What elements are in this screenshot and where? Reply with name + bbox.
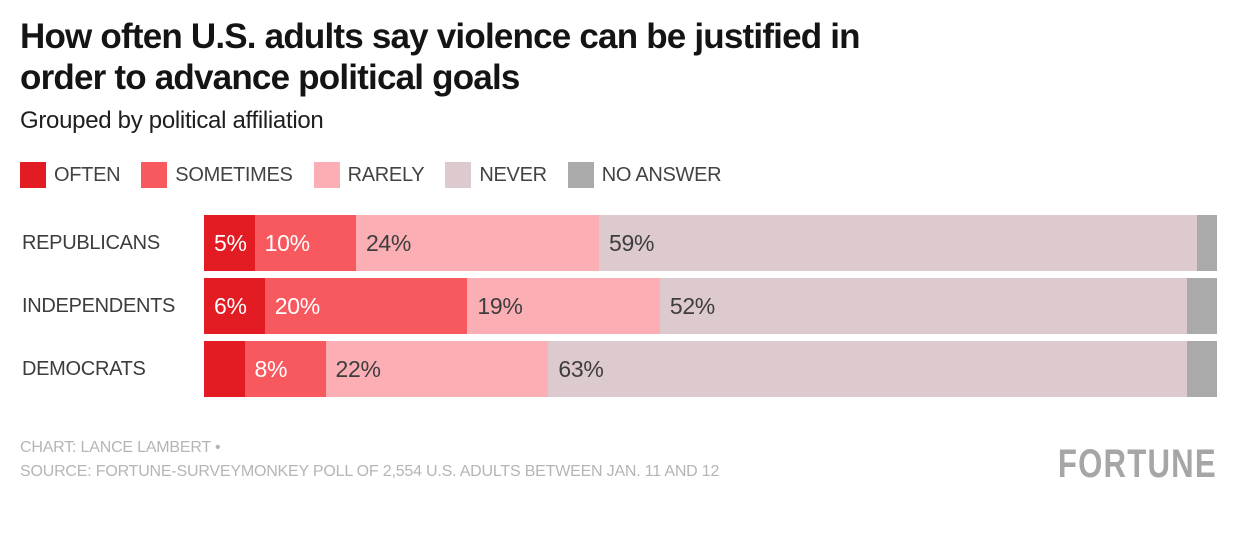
segment-value-label: 63% <box>558 355 604 382</box>
bar-track: 5% 10% 24% 59% <box>204 215 1217 271</box>
legend-item-often: OFTEN <box>20 162 121 188</box>
bar-segment-often <box>204 341 245 397</box>
legend-label: RARELY <box>347 163 425 186</box>
table-row: INDEPENDENTS 6% 20% 19% 52% <box>20 278 1217 334</box>
legend-label: NEVER <box>479 163 547 186</box>
category-label: INDEPENDENTS <box>22 294 176 317</box>
bar-segment-no-answer <box>1196 215 1217 271</box>
legend-swatch-no-answer <box>567 162 594 188</box>
bar-segment-never: 63% <box>548 341 1187 397</box>
legend-item-never: NEVER <box>445 162 547 188</box>
bar-segment-sometimes: 8% <box>244 341 326 397</box>
legend-label: NO ANSWER <box>601 163 722 186</box>
segment-value-label: 19% <box>477 292 523 319</box>
segment-value-label: 5% <box>214 229 247 256</box>
chart-subtitle: Grouped by political affiliation <box>20 107 324 134</box>
table-row: DEMOCRATS 8% 22% 63% <box>20 341 1217 397</box>
segment-value-label: 10% <box>264 229 310 256</box>
bar-track: 6% 20% 19% 52% <box>204 278 1217 334</box>
bar-segment-sometimes: 10% <box>254 215 356 271</box>
chart-source: SOURCE: FORTUNE-SURVEYMONKEY POLL OF 2,5… <box>20 463 720 480</box>
legend-swatch-never <box>445 162 472 188</box>
title-line-1: How often U.S. adults say violence can b… <box>20 17 861 56</box>
chart-legend: OFTEN SOMETIMES RARELY NEVER NO ANSWER <box>20 162 1217 188</box>
bar-segment-rarely: 19% <box>467 278 660 334</box>
segment-value-label: 24% <box>365 229 412 256</box>
page-title: How often U.S. adults say violence can b… <box>20 16 1217 98</box>
chart-credit: CHART: LANCE LAMBERT • <box>20 439 221 456</box>
bar-segment-no-answer <box>1186 341 1217 397</box>
bar-track: 8% 22% 63% <box>204 341 1217 397</box>
bar-segment-never: 52% <box>659 278 1187 334</box>
fortune-logo: FORTUNE <box>1058 442 1217 486</box>
legend-label: SOMETIMES <box>175 163 293 186</box>
bar-segment-often: 6% <box>204 278 265 334</box>
credit-block: CHART: LANCE LAMBERT • SOURCE: FORTUNE-S… <box>20 436 719 484</box>
legend-swatch-rarely <box>313 162 340 188</box>
segment-value-label: 59% <box>609 229 655 256</box>
segment-value-label: 52% <box>669 292 715 319</box>
segment-value-label: 20% <box>274 292 320 319</box>
bar-segment-sometimes: 20% <box>264 278 468 334</box>
legend-swatch-often <box>20 162 46 188</box>
legend-item-sometimes: SOMETIMES <box>141 162 293 188</box>
legend-swatch-sometimes <box>141 162 168 188</box>
bar-segment-rarely: 22% <box>325 341 549 397</box>
bar-segment-no-answer <box>1186 278 1217 334</box>
title-line-2: order to advance political goals <box>20 58 520 97</box>
bar-segment-never: 59% <box>599 215 1197 271</box>
legend-item-rarely: RARELY <box>313 162 425 188</box>
segment-value-label: 6% <box>214 292 247 319</box>
table-row: REPUBLICANS 5% 10% 24% 59% <box>20 215 1217 271</box>
segment-value-label: 22% <box>335 355 381 382</box>
legend-item-no-answer: NO ANSWER <box>567 162 722 188</box>
category-label: REPUBLICANS <box>22 231 160 254</box>
segment-value-label: 8% <box>254 355 288 382</box>
legend-label: OFTEN <box>54 163 121 186</box>
chart-footer: CHART: LANCE LAMBERT • SOURCE: FORTUNE-S… <box>20 436 1217 484</box>
category-label: DEMOCRATS <box>22 357 146 380</box>
bar-rows: REPUBLICANS 5% 10% 24% 59% INDEPENDENTS 6% 20% 1… <box>20 215 1217 397</box>
bar-segment-often: 5% <box>204 215 255 271</box>
bar-segment-rarely: 24% <box>355 215 600 271</box>
